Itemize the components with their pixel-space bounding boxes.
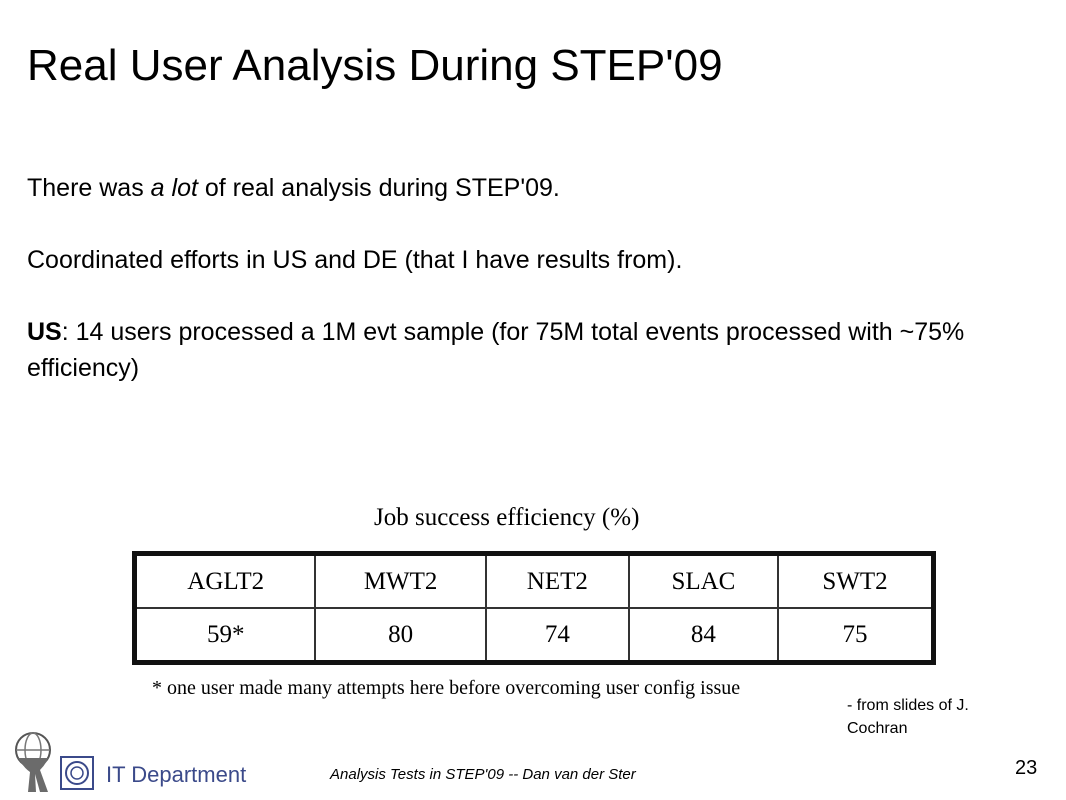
slide-body: There was a lot of real analysis during … (27, 170, 1047, 386)
table-cell: 75 (776, 607, 935, 664)
table-cell: 59* (133, 607, 317, 664)
table-header-cell: NET2 (484, 552, 630, 609)
slide-title: Real User Analysis During STEP'09 (27, 41, 723, 90)
table-footnote: * one user made many attempts here befor… (152, 677, 741, 699)
text-us-label: US (27, 318, 62, 346)
table-cell: 74 (484, 607, 630, 664)
footer-text: Analysis Tests in STEP'09 -- Dan van der… (330, 766, 636, 783)
atlas-logo-icon (15, 732, 51, 792)
table-header-row: AGLT2 MWT2 NET2 SLAC SWT2 (133, 552, 935, 609)
text-pre: There was (27, 174, 151, 202)
text-us-details: : 14 users processed a 1M evt sample (fo… (27, 318, 965, 382)
paragraph-real-analysis: There was a lot of real analysis during … (27, 170, 1047, 206)
table-caption: Job success efficiency (%) (374, 504, 640, 531)
table-header-cell: MWT2 (314, 552, 487, 609)
table-row: 59* 80 74 84 75 (133, 607, 935, 664)
table-header-cell: SLAC (627, 552, 779, 609)
table-header-cell: AGLT2 (133, 552, 317, 609)
text-post: of real analysis during STEP'09. (197, 174, 560, 202)
table-header-cell: SWT2 (776, 552, 935, 609)
page-number: 23 (1015, 757, 1038, 779)
credit-line: Cochran (847, 720, 908, 737)
source-credit: - from slides of J. Cochran (847, 694, 969, 740)
paragraph-us-results: US: 14 users processed a 1M evt sample (… (27, 314, 1047, 386)
paragraph-coordinated-efforts: Coordinated efforts in US and DE (that I… (27, 246, 683, 274)
table-cell: 80 (314, 607, 487, 664)
department-name: IT Department (106, 762, 247, 787)
credit-line: - from slides of J. (847, 697, 969, 714)
efficiency-table: AGLT2 MWT2 NET2 SLAC SWT2 59* 80 74 84 7… (132, 551, 936, 665)
text-emphasis: a lot (150, 174, 198, 202)
cern-logo-icon (60, 756, 94, 790)
table-cell: 84 (627, 607, 779, 664)
